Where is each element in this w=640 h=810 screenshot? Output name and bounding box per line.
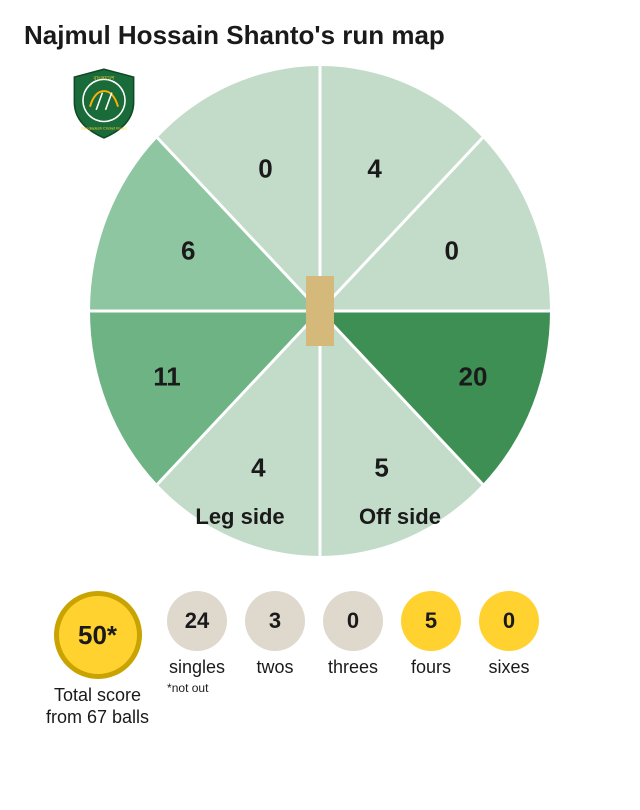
svg-text:Bangladesh Cricket Board: Bangladesh Cricket Board xyxy=(81,125,126,130)
stats-row: 50* Total score from 67 balls 24 singles 3… xyxy=(24,591,616,728)
sector-value: 20 xyxy=(459,361,488,391)
total-label-line1: Total score xyxy=(54,685,141,705)
breakdown-circle: 0 xyxy=(479,591,539,651)
sector-value: 4 xyxy=(367,154,382,184)
sector-value: 5 xyxy=(374,452,388,482)
chart-title: Najmul Hossain Shanto's run map xyxy=(24,20,616,51)
breakdown-circle: 24 xyxy=(167,591,227,651)
breakdown-label: threes xyxy=(328,657,378,679)
total-score-circle: 50* xyxy=(54,591,142,679)
total-score-stat: 50* Total score from 67 balls xyxy=(46,591,149,728)
breakdown-label: sixes xyxy=(489,657,530,679)
breakdown-label: fours xyxy=(411,657,451,679)
breakdown-item: 0 threes xyxy=(323,591,383,679)
logo-bangla-text: বাংলাদেশ xyxy=(93,76,116,82)
team-logo: বাংলাদেশ Bangladesh Cricket Board xyxy=(65,63,143,141)
breakdown-label: twos xyxy=(257,657,294,679)
sector-value: 4 xyxy=(251,452,266,482)
sector-value: 0 xyxy=(258,154,272,184)
pitch-rect xyxy=(306,276,334,346)
not-out-footnote: *not out xyxy=(167,681,208,695)
breakdown-circle: 0 xyxy=(323,591,383,651)
breakdown-item: 5 fours xyxy=(401,591,461,679)
sector-value: 11 xyxy=(153,361,181,391)
sector-value: 6 xyxy=(181,236,195,266)
breakdown-item: 3 twos xyxy=(245,591,305,679)
breakdown-label: singles xyxy=(169,657,225,679)
breakdown-circle: 3 xyxy=(245,591,305,651)
total-score-label: Total score from 67 balls xyxy=(46,685,149,728)
leg-side-label: Leg side xyxy=(195,504,284,529)
sector-value: 0 xyxy=(445,236,459,266)
wheel-svg: 4 0 20 5 4 11 6 0 Leg side Off side xyxy=(70,61,570,561)
breakdown-circle: 5 xyxy=(401,591,461,651)
breakdown-stats: 24 singles 3 twos 0 threes 5 fours 0 sixes xyxy=(167,591,539,679)
run-map-wheel: 4 0 20 5 4 11 6 0 Leg side Off side বাংলাদেশ Ban… xyxy=(70,61,570,561)
total-label-line2: from 67 balls xyxy=(46,707,149,727)
breakdown-item: 0 sixes xyxy=(479,591,539,679)
breakdown-item: 24 singles xyxy=(167,591,227,679)
off-side-label: Off side xyxy=(359,504,441,529)
